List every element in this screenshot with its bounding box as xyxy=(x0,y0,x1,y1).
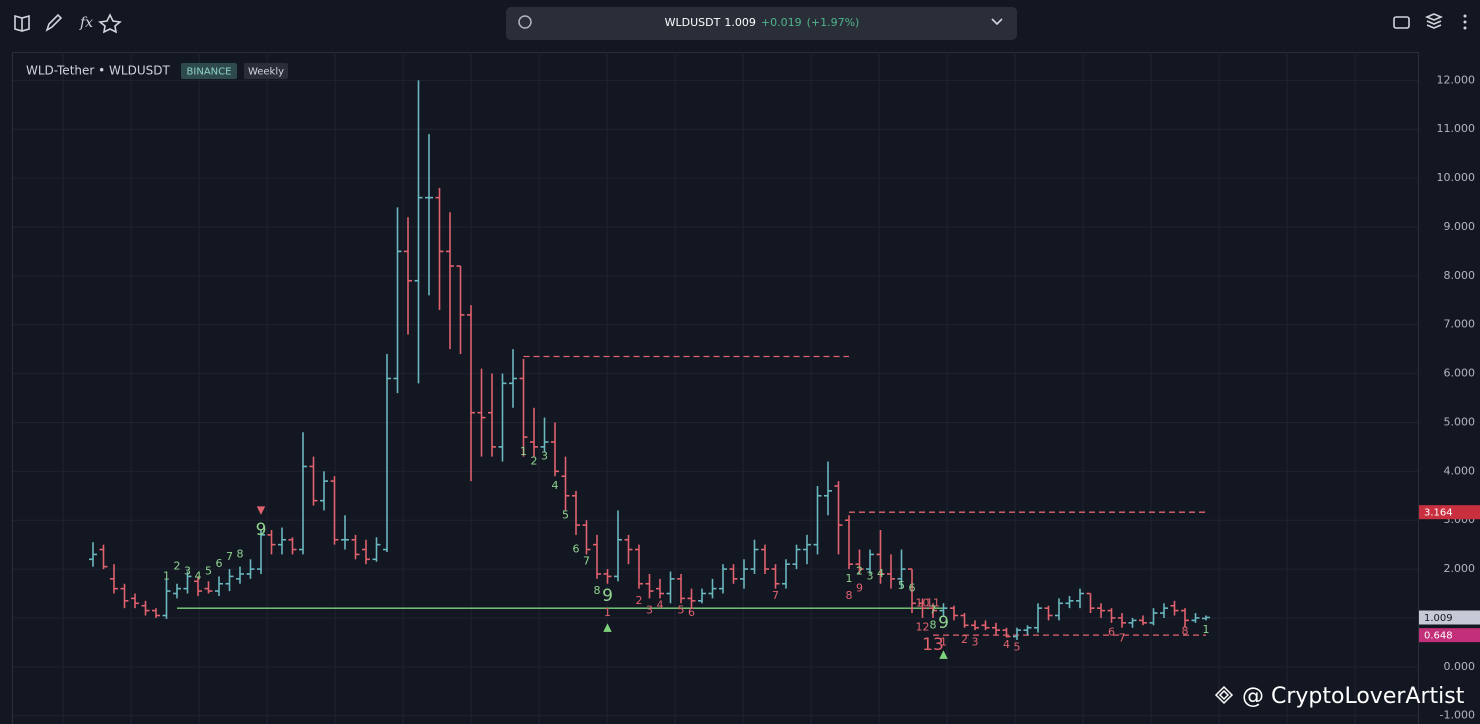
price-label-box xyxy=(1419,628,1480,643)
watermark-logo xyxy=(1214,685,1234,705)
legend-name: WLD-Tether • WLDUSDT xyxy=(26,64,170,78)
annotation: 3 xyxy=(972,635,979,648)
annotation: 8 xyxy=(930,618,937,631)
annotation: ▲ xyxy=(603,621,612,634)
book-icon[interactable] xyxy=(14,14,30,32)
y-tick-label: 7.000 xyxy=(1444,318,1476,331)
change-pct: (+1.97%) xyxy=(807,16,860,29)
annotation: 12 xyxy=(916,621,930,634)
y-tick-label: 9.000 xyxy=(1444,220,1476,233)
annotation: 6 xyxy=(688,606,695,619)
annotation: 4 xyxy=(877,567,884,580)
annotation: 8 xyxy=(594,584,601,597)
y-tick-label: -1.000 xyxy=(1440,709,1475,722)
annotation: ▼ xyxy=(257,503,266,516)
annotation: 13 xyxy=(922,635,944,655)
watermark: @ CryptoLoverArtist xyxy=(1242,684,1465,709)
annotation: 6 xyxy=(216,557,223,570)
price-label: 3.164 xyxy=(1424,508,1453,519)
annotation: 1 xyxy=(163,569,170,582)
annotation: 5 xyxy=(562,508,569,521)
search-bar[interactable] xyxy=(506,7,1017,40)
annotation: 9 xyxy=(602,586,613,606)
annotation: 1 xyxy=(1203,623,1210,636)
annotation: 6 xyxy=(1108,626,1115,639)
annotation: 3 xyxy=(184,565,191,578)
annotation: 7 xyxy=(1119,631,1126,644)
plot: -1.0000.0001.0002.0003.0004.0005.0006.00… xyxy=(13,52,1480,724)
annotation: 4 xyxy=(552,479,559,492)
annotation: 8 xyxy=(1182,625,1189,638)
y-tick-label: 8.000 xyxy=(1444,269,1476,282)
price-label: 0.648 xyxy=(1424,631,1453,642)
annotation: 5 xyxy=(898,579,905,592)
y-tick-label: 10.000 xyxy=(1437,171,1476,184)
annotation: 7 xyxy=(772,589,779,602)
fx-icon[interactable]: fx xyxy=(79,15,93,31)
star-icon[interactable] xyxy=(98,13,122,34)
interval-badge xyxy=(244,63,288,79)
y-tick-label: 4.000 xyxy=(1444,464,1476,477)
annotation: 2 xyxy=(961,633,968,646)
annotation: 8 xyxy=(237,547,244,560)
annotation: ▲ xyxy=(939,648,948,661)
camera-icon[interactable] xyxy=(1393,16,1410,29)
y-tick-label: 6.000 xyxy=(1444,367,1476,380)
annotation: 4 xyxy=(195,569,202,582)
exchange-badge xyxy=(181,63,237,79)
annotation: 4 xyxy=(657,599,664,612)
annotation: 2 xyxy=(856,565,863,578)
annotation: 7 xyxy=(930,604,937,617)
annotation: 8 xyxy=(846,589,853,602)
chart-frame xyxy=(12,52,1419,724)
price-label-box xyxy=(1419,505,1480,520)
symbol: WLDUSDT xyxy=(665,16,721,29)
change: +0.019 xyxy=(761,16,802,29)
y-tick-label: 11.000 xyxy=(1437,122,1476,135)
annotation: 3 xyxy=(646,604,653,617)
annotation: 3 xyxy=(867,569,874,582)
annotation: 3 xyxy=(541,450,548,463)
annotation: 9 xyxy=(256,520,267,540)
price-label: 1.009 xyxy=(1424,613,1453,624)
annotation: 5 xyxy=(1014,640,1021,653)
exchange: BINANCE xyxy=(187,67,232,78)
draw-icon[interactable] xyxy=(45,13,63,32)
annotation: 1 xyxy=(604,606,611,619)
search-icon xyxy=(518,15,532,29)
annotation: 7 xyxy=(583,555,590,568)
annotation: 1 xyxy=(520,445,527,458)
annotation: 11 xyxy=(926,596,940,609)
y-tick-label: 2.000 xyxy=(1444,562,1476,575)
y-tick-label: 5.000 xyxy=(1444,415,1476,428)
quote: WLDUSDT 1.009 +0.019 (+1.97%) xyxy=(665,16,860,29)
annotation: 9 xyxy=(856,582,863,595)
annotation: 2 xyxy=(636,594,643,607)
annotation: 2 xyxy=(531,455,538,468)
annotation: 10 xyxy=(916,596,930,609)
price: 1.009 xyxy=(724,16,756,29)
y-tick-label: 0.000 xyxy=(1444,660,1476,673)
y-tick-label: 12.000 xyxy=(1437,73,1476,86)
price-label-box xyxy=(1419,610,1480,625)
annotation: 6 xyxy=(909,582,916,595)
annotation: 2 xyxy=(174,560,181,573)
annotation: 1 xyxy=(940,635,947,648)
layers-icon[interactable] xyxy=(1424,13,1444,29)
annotation: 4 xyxy=(1003,638,1010,651)
interval: Weekly xyxy=(248,67,284,78)
annotation: 9 xyxy=(938,613,949,633)
dropdown-icon[interactable] xyxy=(991,18,1003,26)
annotation: 7 xyxy=(226,550,233,563)
annotation: 1 xyxy=(846,572,853,585)
annotation: 5 xyxy=(205,565,212,578)
annotation: 6 xyxy=(573,543,580,556)
annotation: 5 xyxy=(678,604,685,617)
